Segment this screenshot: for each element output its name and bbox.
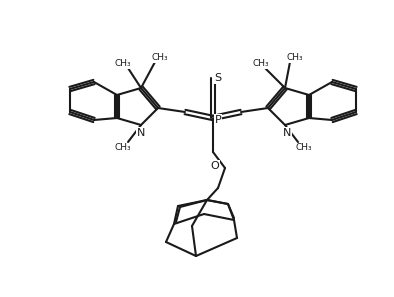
Text: CH₃: CH₃ bbox=[296, 143, 312, 152]
Text: N: N bbox=[283, 128, 291, 138]
Text: S: S bbox=[214, 73, 221, 83]
Text: N: N bbox=[137, 128, 145, 138]
Text: CH₃: CH₃ bbox=[115, 59, 131, 69]
Text: CH₃: CH₃ bbox=[115, 143, 131, 152]
Text: CH₃: CH₃ bbox=[152, 53, 168, 62]
Text: CH₃: CH₃ bbox=[287, 53, 303, 62]
Text: O: O bbox=[211, 161, 219, 171]
Text: CH₃: CH₃ bbox=[253, 59, 269, 69]
Text: P: P bbox=[215, 115, 221, 125]
